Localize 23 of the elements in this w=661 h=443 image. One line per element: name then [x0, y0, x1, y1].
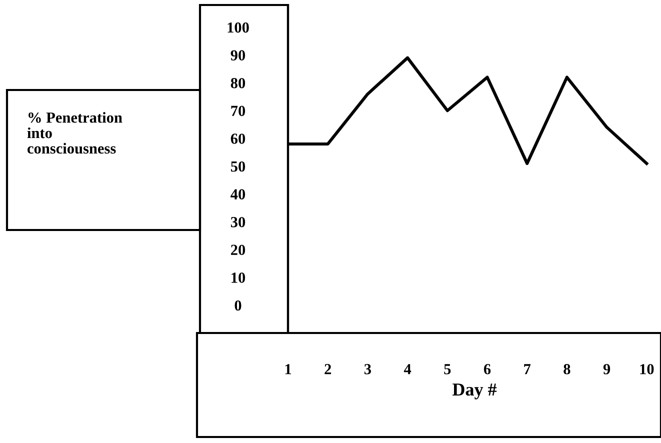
y-tick-label: 70: [231, 106, 246, 116]
x-tick-label: 3: [364, 364, 371, 374]
y-tick-label: 40: [230, 189, 246, 200]
x-tick-label: 8: [564, 364, 570, 374]
x-tick-label: 4: [404, 364, 412, 374]
y-tick-label: 80: [230, 78, 246, 88]
y-tick-label: 0: [234, 300, 242, 311]
y-tick-label: 90: [230, 50, 246, 60]
y-tick-label: 10: [232, 272, 246, 283]
x-tick-label: 9: [603, 364, 610, 374]
x-tick-label: 7: [524, 364, 531, 374]
y-tick-label: 60: [230, 134, 246, 144]
x-axis-title: Day #: [452, 384, 497, 400]
text: % Penetration into consciousness: [27, 112, 122, 154]
y-tick-label: 100: [228, 22, 249, 33]
y-tick-label: 30: [230, 216, 246, 228]
y-tick-label: 20: [231, 244, 246, 256]
x-tick-label: 5: [444, 364, 451, 374]
x-tick-label: 2: [324, 364, 332, 374]
x-tick-label: 1: [285, 364, 292, 374]
y-tick-label: 50: [230, 161, 246, 172]
x-tick-label: 6: [484, 364, 491, 374]
x-tick-label: 10: [640, 364, 654, 374]
